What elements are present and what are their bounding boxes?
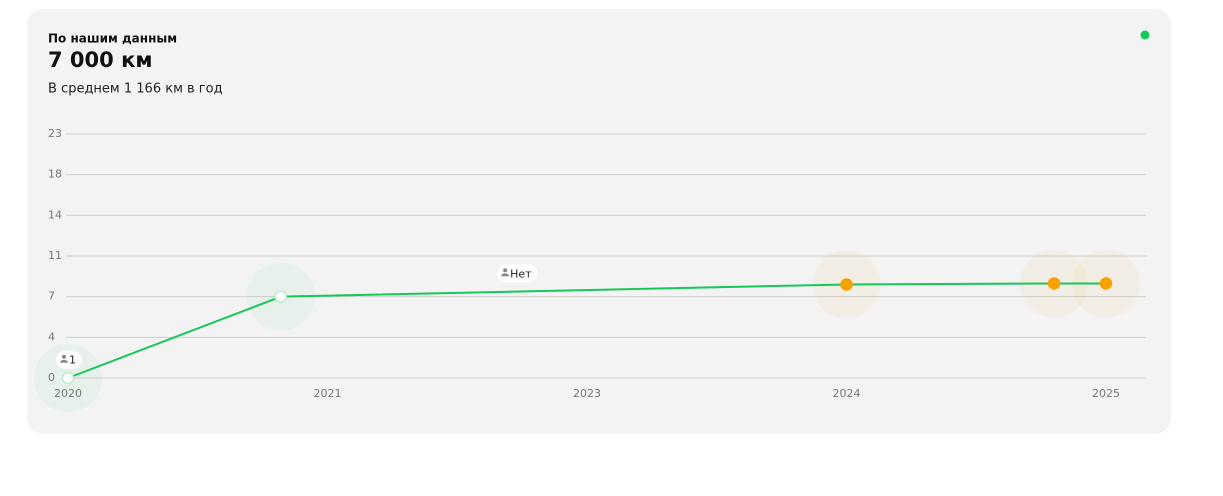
x-tick-label: 2024 <box>833 387 861 400</box>
x-tick-label: 2025 <box>1092 387 1120 400</box>
annotation-badge <box>56 350 82 369</box>
annotation-badge <box>497 264 538 283</box>
y-tick-label: 11 <box>48 249 62 262</box>
header-label: По нашим данным <box>48 32 177 46</box>
annotation-text: 1 <box>69 354 76 367</box>
y-tick-label: 14 <box>48 208 62 221</box>
y-tick-label: 18 <box>48 168 62 181</box>
header-value: 7 000 км <box>48 48 153 72</box>
y-tick-label: 7 <box>48 290 55 303</box>
point <box>1099 277 1113 290</box>
point <box>1047 277 1061 290</box>
x-tick-label: 2023 <box>573 387 601 400</box>
person-icon <box>503 268 508 273</box>
annotation: Нет <box>497 264 538 283</box>
point <box>840 278 853 291</box>
person-icon <box>501 273 510 277</box>
card <box>27 9 1171 434</box>
status-dot <box>1140 30 1150 40</box>
person-icon <box>60 359 68 363</box>
y-tick-label: 0 <box>48 371 55 384</box>
point <box>61 371 75 385</box>
annotation: 1 <box>56 350 82 369</box>
y-tick-label: 23 <box>48 127 62 140</box>
point <box>274 290 288 303</box>
person-icon <box>62 354 66 359</box>
annotation-text: Нет <box>510 267 532 280</box>
x-tick-label: 2021 <box>314 387 342 400</box>
x-tick-label: 2020 <box>54 387 82 400</box>
y-tick-label: 4 <box>48 330 55 343</box>
header-note: В среднем 1 166 км в год <box>48 82 223 97</box>
